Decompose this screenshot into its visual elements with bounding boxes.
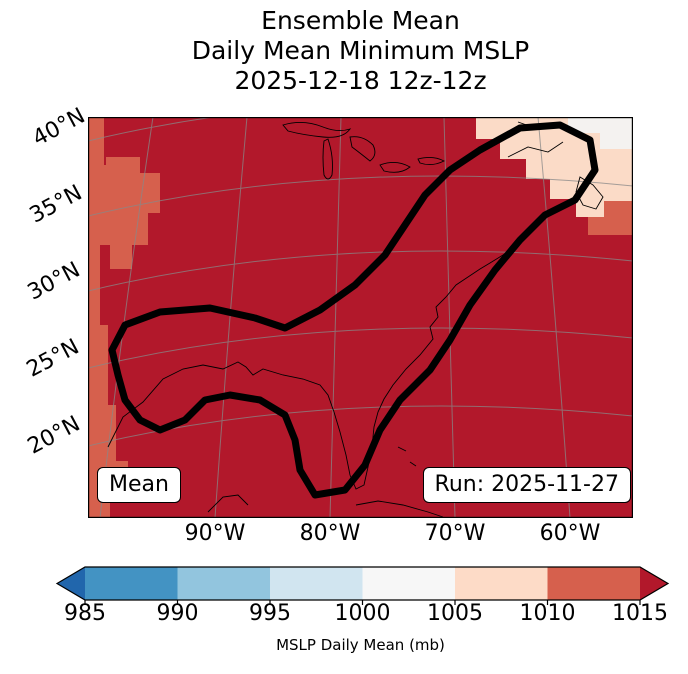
- lat-label-25n: 25°N: [22, 334, 84, 383]
- lake-superior: [282, 122, 352, 138]
- colorbar-tick-1015: 1015: [612, 601, 668, 626]
- pressure-contour-1010: [108, 121, 599, 499]
- lat-label-35n: 35°N: [25, 180, 87, 229]
- meridian-90w: [214, 117, 248, 518]
- colorbar-tick-1005: 1005: [427, 601, 483, 626]
- lon-label-90w: 90°W: [184, 521, 246, 546]
- parallel-25n: [88, 327, 633, 369]
- field-region-white-corner: [568, 117, 633, 149]
- graticule: [88, 117, 633, 518]
- field-region-deep-red: [88, 117, 633, 518]
- colorbar-segment-1000-1005: [362, 567, 455, 600]
- run-label-box: Run: 2025-11-27: [422, 467, 631, 503]
- lake-ontario: [417, 156, 445, 166]
- coastline-bahamas: [397, 446, 417, 467]
- map-frame: [88, 117, 633, 518]
- coastline-cuba: [355, 500, 444, 518]
- lon-label-70w: 70°W: [424, 521, 486, 546]
- colorbar-tick-990: 990: [156, 601, 199, 626]
- colorbar-tick-marks: [84, 600, 641, 605]
- meridian-100w: [99, 117, 154, 518]
- colorbar-tick-1000: 1000: [334, 601, 391, 626]
- lake-michigan: [322, 138, 333, 180]
- coastline-yucatan: [207, 494, 249, 513]
- colorbar: [55, 566, 670, 605]
- field-region-red-upperleft-patch: [102, 157, 160, 269]
- colorbar-segment-990-995: [177, 567, 270, 600]
- colorbar-axis-label: MSLP Daily Mean (mb): [276, 636, 445, 654]
- parallel-35n: [88, 175, 633, 217]
- colorbar-segment-1005-1010: [455, 567, 548, 600]
- coastline-nova-scotia: [575, 176, 604, 210]
- parallel-30n: [88, 250, 633, 292]
- colorbar-tick-995: 995: [249, 601, 291, 626]
- chart-title-line1: Ensemble Mean: [261, 6, 460, 35]
- colorbar-segment-985-990: [85, 567, 178, 600]
- map-canvas: [88, 117, 633, 518]
- lat-label-30n: 30°N: [23, 257, 85, 306]
- mean-label-box: Mean: [97, 467, 181, 503]
- colorbar-segment-1010-1015: [547, 567, 640, 600]
- map-area: [88, 117, 633, 518]
- chart-title-line2: Daily Mean Minimum MSLP: [191, 36, 530, 65]
- meridian-60w: [537, 117, 571, 518]
- meridian-80w: [329, 117, 342, 518]
- field-region-red-right-band: [588, 201, 633, 235]
- parallel-40n: [88, 117, 217, 142]
- lon-label-60w: 60°W: [539, 521, 601, 546]
- colorbar-tick-1010: 1010: [519, 601, 576, 626]
- lake-huron: [349, 136, 376, 162]
- lat-label-20n: 20°N: [23, 411, 85, 460]
- lake-erie: [379, 162, 411, 173]
- chart-title-line3: 2025-12-18 12z-12z: [234, 66, 487, 95]
- lat-label-40n: 40°N: [28, 103, 90, 152]
- chart-title: Ensemble Mean Daily Mean Minimum MSLP 20…: [88, 6, 633, 96]
- colorbar-segment-995-1000: [270, 567, 363, 600]
- lon-label-80w: 80°W: [299, 521, 361, 546]
- colorbar-tick-985: 985: [64, 601, 106, 626]
- colorbar-left-arrow: [57, 567, 85, 600]
- colorbar-right-arrow: [640, 567, 668, 600]
